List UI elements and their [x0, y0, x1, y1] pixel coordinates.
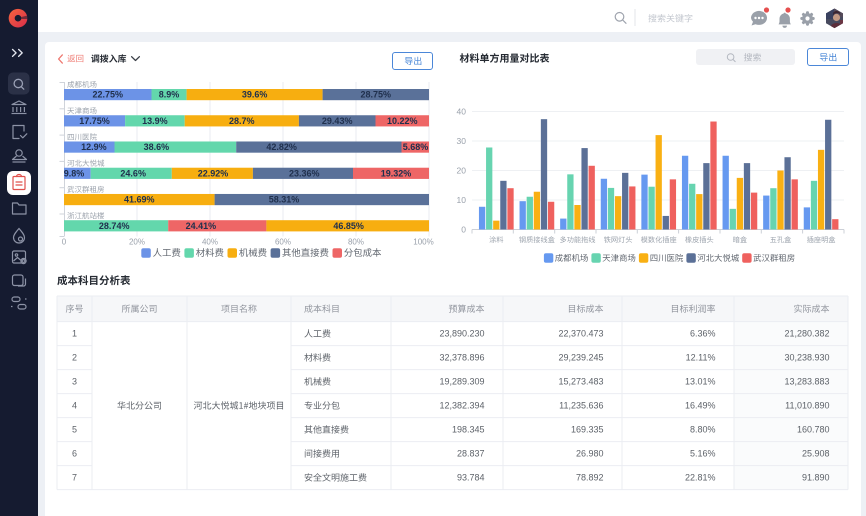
svg-text:15,273.483: 15,273.483	[558, 377, 603, 387]
svg-text:23,890.230: 23,890.230	[439, 329, 484, 339]
svg-text:38.6%: 38.6%	[144, 142, 170, 152]
svg-text:10.22%: 10.22%	[387, 116, 418, 126]
svg-text:5.68%: 5.68%	[403, 142, 429, 152]
svg-text:19,289.309: 19,289.309	[439, 377, 484, 387]
svg-text:12.11%: 12.11%	[686, 353, 716, 363]
svg-text:1: 1	[72, 329, 77, 339]
svg-text:17.75%: 17.75%	[79, 116, 110, 126]
svg-text:25.908: 25.908	[802, 449, 830, 459]
svg-text:42.82%: 42.82%	[266, 142, 297, 152]
svg-text:10: 10	[457, 195, 467, 205]
svg-text:6.36%: 6.36%	[690, 329, 716, 339]
svg-text:22.75%: 22.75%	[92, 90, 123, 100]
svg-text:2: 2	[72, 353, 77, 363]
svg-text:100%: 100%	[413, 237, 433, 246]
svg-text:8.9%: 8.9%	[159, 90, 180, 100]
svg-text:11,235.636: 11,235.636	[559, 401, 603, 411]
svg-text:169.335: 169.335	[571, 425, 604, 435]
svg-text:5: 5	[72, 425, 77, 435]
svg-text:12,382.394: 12,382.394	[439, 401, 484, 411]
svg-text:28.7%: 28.7%	[229, 116, 255, 126]
svg-text:40: 40	[457, 106, 467, 116]
svg-text:13.9%: 13.9%	[142, 116, 168, 126]
svg-text:3: 3	[72, 377, 77, 387]
svg-text:39.6%: 39.6%	[242, 90, 268, 100]
svg-text:4: 4	[72, 401, 77, 411]
svg-text:28.74%: 28.74%	[99, 221, 130, 231]
svg-text:30,238.930: 30,238.930	[784, 353, 829, 363]
svg-text:16.49%: 16.49%	[685, 401, 716, 411]
svg-text:91.890: 91.890	[802, 473, 830, 483]
svg-text:19.32%: 19.32%	[381, 168, 412, 178]
svg-text:22.92%: 22.92%	[198, 168, 229, 178]
svg-text:78.892: 78.892	[576, 473, 604, 483]
svg-text:80%: 80%	[348, 237, 364, 246]
svg-text:60%: 60%	[275, 237, 291, 246]
svg-text:160.780: 160.780	[797, 425, 830, 435]
svg-text:0: 0	[461, 224, 466, 234]
svg-text:29,239.245: 29,239.245	[558, 353, 603, 363]
svg-text:24.6%: 24.6%	[120, 168, 146, 178]
svg-text:0: 0	[62, 237, 67, 246]
svg-text:5.16%: 5.16%	[690, 449, 716, 459]
svg-text:22.81%: 22.81%	[685, 473, 716, 483]
svg-text:20%: 20%	[129, 237, 145, 246]
svg-text:40%: 40%	[202, 237, 218, 246]
svg-text:12.9%: 12.9%	[81, 142, 107, 152]
svg-text:29.43%: 29.43%	[322, 116, 353, 126]
svg-text:7: 7	[72, 473, 77, 483]
svg-text:23.36%: 23.36%	[289, 168, 320, 178]
svg-text:22,370.473: 22,370.473	[558, 329, 603, 339]
svg-text:32,378.896: 32,378.896	[439, 353, 484, 363]
svg-text:8.80%: 8.80%	[690, 425, 716, 435]
svg-text:28.837: 28.837	[457, 449, 485, 459]
svg-text:58.31%: 58.31%	[269, 195, 300, 205]
svg-text:28.75%: 28.75%	[361, 90, 392, 100]
svg-text:46.85%: 46.85%	[333, 221, 364, 231]
svg-text:26.980: 26.980	[576, 449, 604, 459]
svg-text:9.8%: 9.8%	[64, 168, 85, 178]
svg-text:6: 6	[72, 449, 77, 459]
svg-text:21,280.382: 21,280.382	[784, 329, 829, 339]
svg-text:20: 20	[457, 165, 467, 175]
svg-text:198.345: 198.345	[452, 425, 485, 435]
svg-text:11,010.890: 11,010.890	[785, 401, 829, 411]
svg-text:41.69%: 41.69%	[124, 195, 155, 205]
svg-text:24.41%: 24.41%	[186, 221, 217, 231]
svg-text:13,283.883: 13,283.883	[784, 377, 829, 387]
svg-text:93.784: 93.784	[457, 473, 485, 483]
svg-text:13.01%: 13.01%	[685, 377, 716, 387]
svg-text:30: 30	[457, 136, 467, 146]
